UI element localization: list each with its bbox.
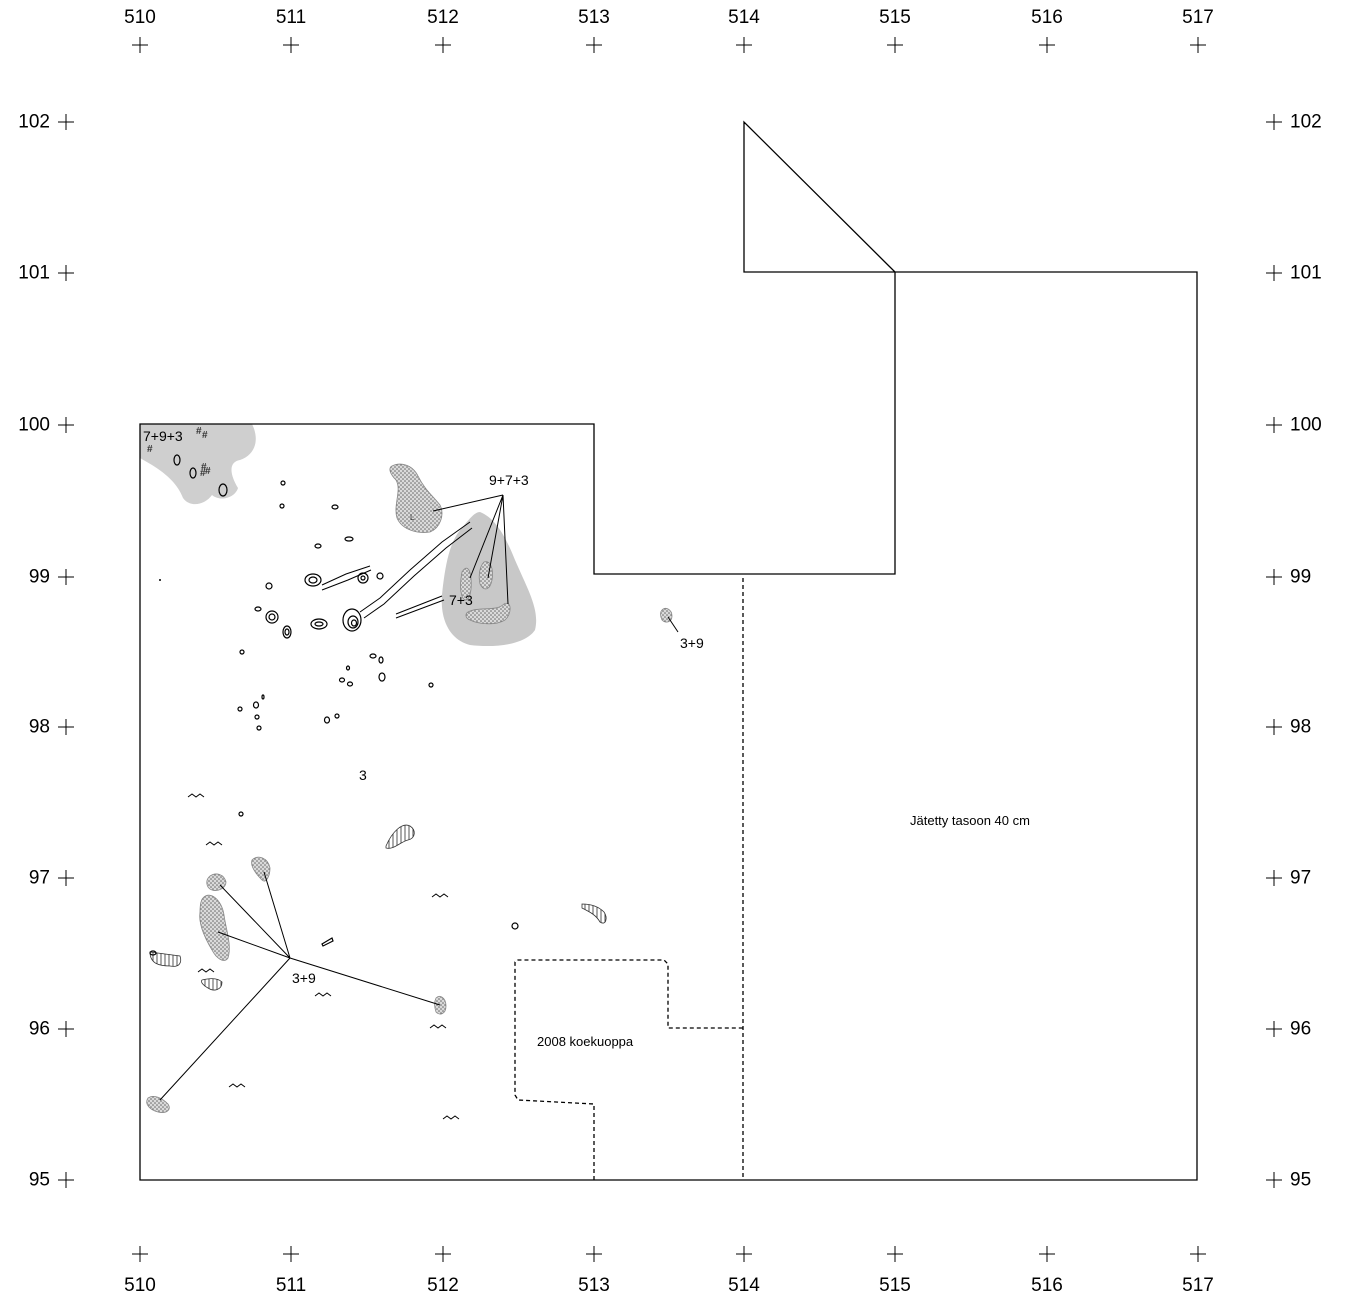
annotation-7-9-3: 7+9+3 (143, 428, 183, 444)
y-tick-left-101: 101 (18, 262, 50, 284)
x-tick-top-511: 511 (275, 7, 307, 28)
y-tick-right-99: 99 (1290, 566, 1312, 588)
grey-area-top-left (140, 424, 256, 505)
excavation-boundary (139, 120, 1198, 1181)
x-tick-top-512: 512 (427, 7, 459, 28)
annotation-3-9-upper: 3+9 (680, 635, 704, 651)
annotation-3-9-lower: 3+9 (292, 970, 316, 986)
l-mark: L (410, 513, 415, 522)
x-tick-bottom-511: 511 (275, 1275, 307, 1296)
y-tick-left-100: 100 (18, 414, 50, 436)
test-pit-label: 2008 koekuoppa (537, 1034, 634, 1049)
dashed-lines (514, 578, 744, 1180)
grid-crosses (58, 37, 1282, 1262)
y-tick-left-96: 96 (28, 1018, 50, 1040)
y-tick-right-95: 95 (1290, 1169, 1312, 1191)
svg-text:#: # (200, 468, 206, 479)
annotation-7-3: 7+3 (449, 592, 473, 608)
y-tick-right-97: 97 (1290, 867, 1312, 889)
y-tick-right-102: 102 (1290, 111, 1322, 133)
y-tick-right-100: 100 (1290, 414, 1322, 436)
y-tick-left-97: 97 (28, 867, 50, 889)
y-tick-left-98: 98 (28, 716, 50, 738)
tilde-marks (187, 793, 460, 1120)
svg-text:#: # (202, 430, 208, 441)
y-tick-right-96: 96 (1290, 1018, 1312, 1040)
svg-text:#: # (201, 462, 207, 473)
y-tick-left-99: 99 (28, 566, 50, 588)
y-tick-left-102: 102 (18, 111, 50, 133)
x-tick-bottom-516: 516 (1031, 1275, 1063, 1296)
x-tick-bottom-514: 514 (728, 1275, 760, 1296)
stones (149, 454, 519, 956)
x-tick-bottom-510: 510 (124, 1275, 156, 1296)
x-tick-top-514: 514 (728, 7, 760, 28)
x-tick-bottom-517: 517 (1182, 1275, 1214, 1296)
x-tick-bottom-513: 513 (578, 1275, 610, 1296)
hash-symbols: # # # ### (147, 426, 211, 479)
x-tick-top-515: 515 (879, 7, 911, 28)
x-tick-top-513: 513 (578, 7, 610, 28)
left-at-level-label: Jätetty tasoon 40 cm (910, 813, 1030, 828)
x-tick-bottom-515: 515 (879, 1275, 911, 1296)
x-tick-top-516: 516 (1031, 7, 1063, 28)
svg-text:#: # (196, 426, 202, 437)
x-tick-bottom-512: 512 (427, 1275, 459, 1296)
x-tick-top-510: 510 (124, 7, 156, 28)
leader-lines (159, 494, 679, 1101)
svg-text:#: # (205, 466, 211, 477)
y-tick-left-95: 95 (28, 1169, 50, 1191)
svg-text:#: # (147, 444, 153, 455)
point-marker (159, 579, 161, 581)
x-tick-top-517: 517 (1182, 7, 1214, 28)
annotation-3: 3 (359, 767, 367, 783)
y-tick-right-101: 101 (1290, 262, 1322, 284)
stippled-patches (146, 463, 673, 1113)
annotation-9-7-3: 9+7+3 (489, 472, 529, 488)
y-tick-right-98: 98 (1290, 716, 1312, 738)
hatched-patches (149, 824, 607, 991)
elongated-features (321, 521, 473, 619)
